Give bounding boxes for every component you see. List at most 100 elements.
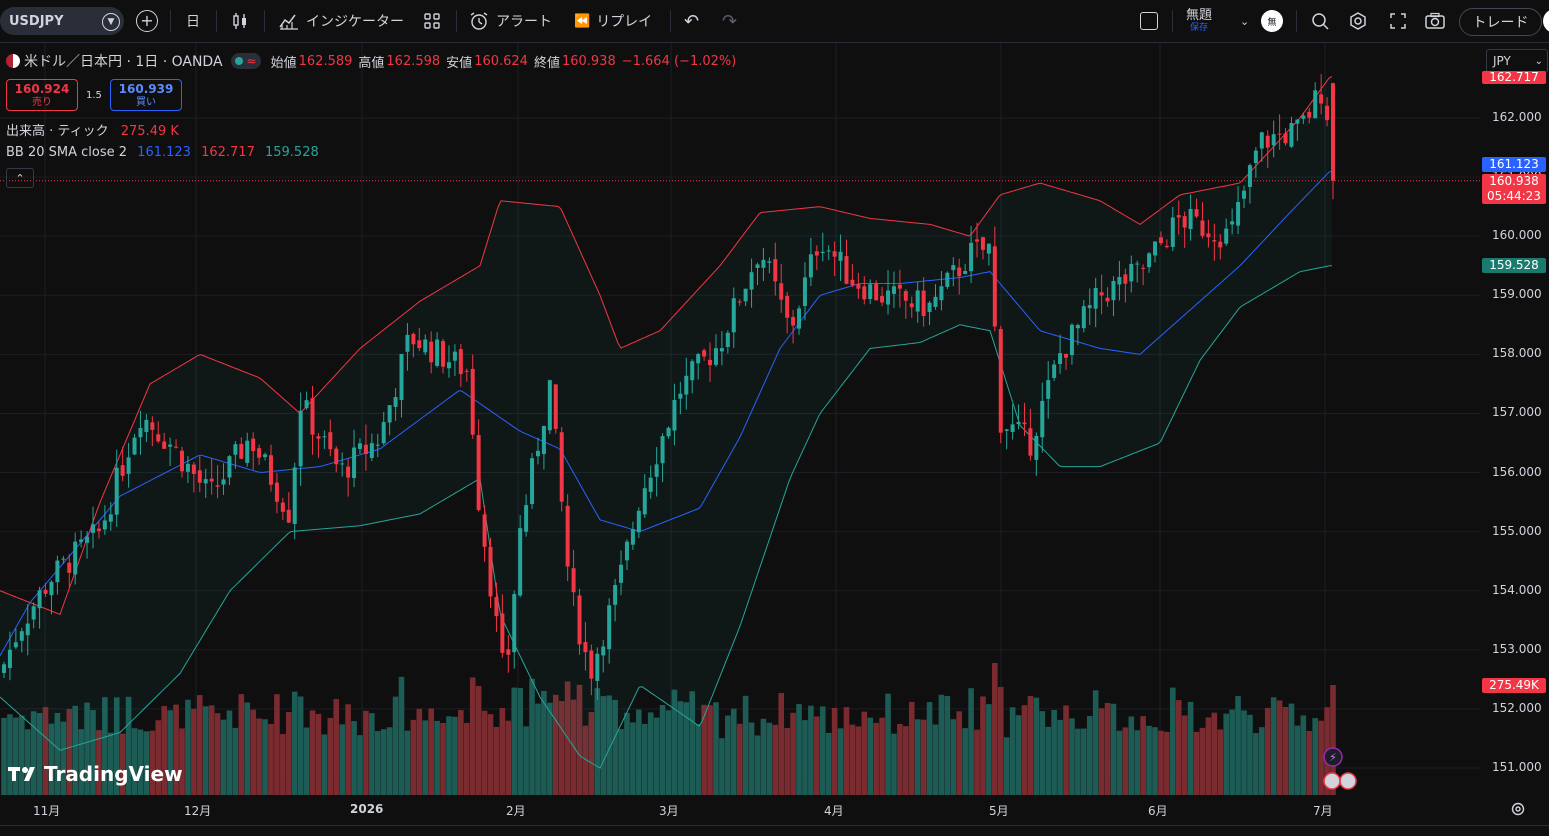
candle-body [7,649,12,669]
layout-button[interactable] [1140,0,1158,42]
candle-body [168,444,173,447]
logo-text: TradingView [44,762,183,786]
indicators-button[interactable]: インジケーター [278,0,404,42]
time-label: 3月 [659,804,679,818]
candle-body [939,286,944,301]
price-label: 154.000 [1492,582,1542,597]
candle-body [791,316,796,326]
event-markers: ⚡ [1323,747,1357,790]
volume-legend[interactable]: 出来高 · ティック 275.49 K [6,120,179,139]
candle-body [1069,324,1074,356]
us-flag-icon [1323,772,1341,790]
candle-body [773,259,778,282]
volume-bar [624,712,630,795]
volume-bar [1086,716,1093,795]
volume-bar [327,717,334,795]
volume-bar [72,705,78,795]
volume-bar [535,703,541,795]
volume-bar [143,731,150,795]
add-symbol-button[interactable]: + [136,0,158,42]
volume-bar [766,722,773,795]
price-label: 162.000 [1492,110,1542,124]
volume-bar [1116,730,1123,795]
avatar[interactable]: 無 [1261,0,1283,42]
layout-dropdown[interactable]: ⌄ [1240,0,1249,42]
rewind-icon: ⏪ [574,13,591,29]
settings-button[interactable] [1348,0,1368,42]
quick-search-button[interactable] [1310,0,1330,42]
pair-name[interactable]: 米ドル／日本円 · 1日 · OANDA [24,54,223,70]
time-label: 7月 [1313,804,1333,818]
alert-button[interactable]: アラート [468,0,552,42]
candle-body [1046,380,1051,399]
candle-body [49,581,54,596]
buy-button[interactable]: 160.939 買い [110,79,182,111]
undo-button[interactable]: ↶ [684,0,699,42]
axis-settings-button[interactable] [1510,801,1526,817]
volume-bar [725,715,731,795]
candle-body [482,514,487,547]
symbol-search-button[interactable]: USDJPY ▼ [0,7,124,35]
candle-body [690,361,695,381]
volume-bar [1270,697,1277,795]
candle-body [678,393,683,399]
candle-body [19,631,24,641]
collapse-legend-button[interactable]: ⌃ [6,168,34,188]
candle-body [251,438,256,452]
volume-bar [380,729,387,795]
trade-button[interactable]: トレード [1459,8,1542,36]
volume-bar [974,729,980,795]
volume-bar [339,724,345,795]
currency-selector[interactable]: JPY ⌄ [1486,49,1548,73]
chart-type-button[interactable] [230,0,250,42]
volume-bar [1122,727,1129,795]
candle-body [215,485,220,487]
candle-body [405,334,410,352]
fullscreen-button[interactable] [1388,0,1408,42]
search-icon [1312,13,1329,30]
replay-button[interactable]: ⏪ リプレイ [574,0,652,42]
candle-body [191,464,196,474]
candle-body [880,296,885,303]
candle-body [286,509,291,523]
profile-circle[interactable] [1543,9,1549,33]
volume-bar [1199,727,1206,795]
symbol-type-icon: ▼ [102,13,120,31]
candle-body [1265,135,1270,148]
interval-button[interactable]: 日 [186,0,200,42]
high-value: 162.598 [386,53,441,69]
volume-bar [452,716,458,795]
volume-bar [54,712,61,795]
volume-bar [914,719,921,795]
volume-bar [618,729,624,795]
flag-icon [6,54,20,68]
volume-bar [499,707,506,795]
volume-bar [926,702,933,795]
volume-bar [814,716,820,795]
volume-bar [493,726,500,795]
volume-bar [369,713,375,795]
bollinger-band-fill [0,76,1332,769]
sell-button[interactable]: 160.924 売り [6,79,78,111]
candle-body [126,457,131,474]
chart-pane[interactable] [0,43,1480,795]
chart-grid [0,43,1480,795]
layout-name-button[interactable]: 無題 保存 [1186,0,1212,42]
bollinger-legend[interactable]: BB 20 SMA close 2 161.123 162.717 159.52… [6,145,319,160]
candle-body [1176,215,1181,218]
volume-bar [78,729,84,795]
volume-bar [719,738,725,795]
candle-body [1099,292,1104,296]
redo-button[interactable]: ↷ [722,0,737,42]
price-chart[interactable]: ⚡ [0,43,1480,795]
candle-body [346,466,351,478]
market-status-badge[interactable]: ≈ [230,53,261,69]
candle-body [577,595,582,645]
snapshot-button[interactable] [1424,0,1446,42]
volume-bar [1039,711,1046,795]
tradingview-logo[interactable]: TradingView [8,762,183,786]
volume-bar [1045,726,1052,795]
volume-bar [1330,685,1336,795]
templates-button[interactable] [422,0,442,42]
volume-bar [790,712,796,795]
